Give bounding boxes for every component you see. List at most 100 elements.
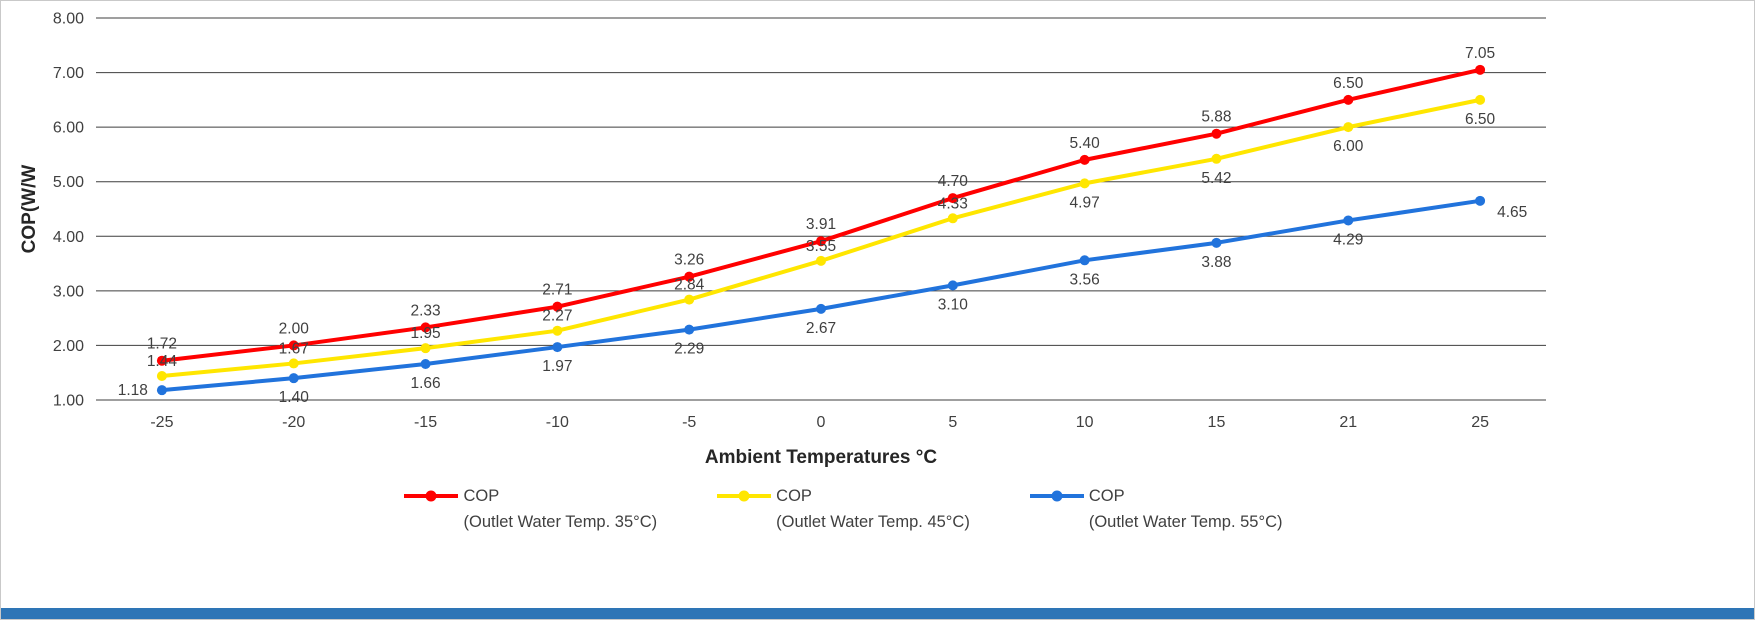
data-point [684,271,695,282]
legend-text: COP (Outlet Water Temp. 45°C) [776,484,970,535]
data-point [420,322,431,333]
chart-canvas: 8.007.006.005.004.003.002.001.00 -25 -20-… [19,11,1546,468]
y-tick-label: 1.00 [53,393,84,410]
data-point [288,358,299,369]
data-point [816,236,826,247]
x-axis-title: Ambient Temperatures °C [705,447,937,468]
legend-item-45c: COP (Outlet Water Temp. 45°C) [715,484,970,535]
x-tick-label: -10 [546,414,569,431]
data-label: 3.55 [806,238,836,255]
data-point [1343,94,1354,105]
data-point [1475,94,1486,105]
data-label: 2.84 [674,277,705,294]
data-point [1343,122,1354,133]
data-point [1079,178,1090,189]
data-label: 4.70 [938,173,969,190]
data-point [947,213,958,224]
data-label: 1.95 [410,325,440,342]
data-label: 1.66 [410,375,440,392]
data-point [552,342,563,353]
legend-sublabel: (Outlet Water Temp. 45°C) [776,512,970,531]
data-point [288,373,299,384]
y-tick-label: 3.00 [53,283,84,300]
data-label: 3.56 [1070,271,1100,288]
x-tick-label: 5 [948,414,957,431]
data-point [420,358,431,369]
data-point [1211,128,1222,139]
x-tick-label: 15 [1208,414,1226,431]
legend-label: COP [463,487,500,505]
legend-sublabel: (Outlet Water Temp. 35°C) [463,512,658,531]
series-lines-group [156,64,1486,396]
data-label: 1.44 [147,353,178,370]
data-label: 5.40 [1070,135,1101,152]
data-label: 4.65 [1497,204,1527,221]
data-label: 1.18 [118,382,148,399]
y-tick-label: 8.00 [53,11,84,28]
y-tick-label: 4.00 [53,229,84,246]
legend-label: COP [776,487,812,505]
x-tick-label: -5 [682,414,696,431]
data-label: 4.29 [1333,231,1363,248]
data-label: 2.00 [279,320,310,337]
legend-marker-45c-icon [717,490,772,502]
data-label: 5.42 [1201,170,1231,187]
x-tick-label: -25 [150,414,173,431]
data-point [1343,215,1354,226]
data-point [1475,64,1486,75]
data-label: 7.05 [1465,45,1495,62]
data-label: 1.72 [147,336,177,353]
legend-label: COP [1088,487,1125,505]
chart-legend: COP (Outlet Water Temp. 35°C) COP (Outle… [1,484,1719,535]
data-label: 5.88 [1201,109,1231,126]
data-point [156,385,167,396]
legend-sublabel: (Outlet Water Temp. 55°C) [1088,512,1283,531]
x-tick-label: 21 [1339,414,1357,431]
data-point [552,301,563,312]
data-label: 2.33 [410,302,440,319]
data-point [947,193,958,204]
footer-accent-bar [1,608,1754,619]
y-tick-labels-group: 8.00 7.00 6.00 5.00 4.00 3.00 2.00 1.00 [53,11,84,410]
data-label: 1.97 [542,358,572,375]
data-label: 4.33 [938,195,968,212]
data-point [1475,195,1486,206]
y-tick-label: 5.00 [53,174,84,191]
data-label: 3.26 [674,252,704,269]
data-point [947,280,958,291]
x-tick-label: -15 [414,414,437,431]
x-tick-label: 25 [1471,414,1489,431]
data-label: 1.40 [279,389,310,406]
data-point [1079,255,1090,266]
data-point [288,340,299,351]
y-tick-label: 7.00 [53,65,84,82]
data-labels-group: 1.72 2.00 2.33 2.71 3.26 3.91 4.70 5.40 5.88 6.50… [118,45,1528,406]
data-label: 6.50 [1333,75,1364,92]
data-point [816,303,826,314]
data-label: 2.27 [542,308,572,325]
data-label: 3.91 [806,216,836,233]
data-label: 2.29 [674,341,704,358]
x-tick-labels-group: -25 -20 -15 -10 -5 0 5 10 15 21 25 [150,414,1489,431]
legend-item-55c: COP (Outlet Water Temp. 55°C) [1028,484,1283,535]
data-label: 2.67 [806,320,836,337]
data-label: 6.00 [1333,138,1364,155]
data-point [684,324,695,335]
data-label: 1.67 [279,340,309,357]
data-label: 2.71 [542,282,572,299]
data-point [684,294,695,305]
data-point [1079,154,1090,165]
x-tick-label: 0 [817,414,826,431]
data-point [156,355,167,366]
data-label: 3.10 [938,296,969,313]
y-axis-title: COP(W/W [19,165,40,254]
x-tick-label: -20 [282,414,305,431]
data-point [552,325,563,336]
data-label: 4.97 [1070,194,1100,211]
legend-marker-55c-icon [1029,490,1084,502]
x-tick-label: 10 [1076,414,1094,431]
y-tick-label: 2.00 [53,338,84,355]
y-tick-label: 6.00 [53,120,84,137]
data-label: 3.88 [1201,254,1231,271]
